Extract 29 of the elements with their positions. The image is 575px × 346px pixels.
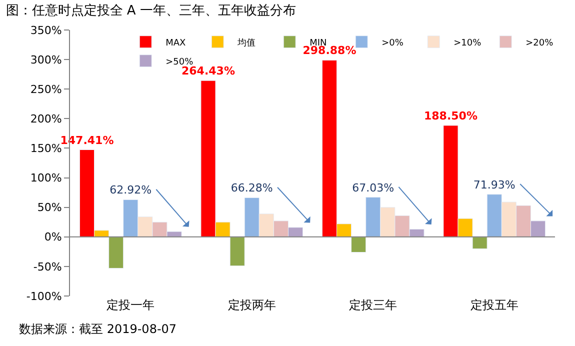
data-label: 62.92% [110, 184, 152, 197]
data-label: 67.03% [352, 181, 394, 194]
legend-label: >0% [382, 38, 404, 48]
y-tick-label: -100% [26, 290, 62, 303]
source-note: 数据来源：截至 2019-08-07 [19, 322, 177, 336]
legend-label: 均值 [236, 37, 256, 48]
y-tick-label: 100% [30, 172, 62, 185]
data-label: 264.43% [181, 64, 235, 78]
data-label: 188.50% [424, 109, 478, 122]
data-label: 147.41% [60, 134, 114, 147]
legend-label: >50% [166, 57, 194, 68]
y-tick-label: 0% [44, 230, 62, 244]
legend-label: >20% [526, 38, 554, 48]
legend-label: >10% [454, 38, 482, 48]
y-tick-label: 150% [30, 142, 62, 156]
x-tick-label: 定投五年 [470, 298, 518, 312]
x-tick-label: 定投一年 [106, 298, 155, 312]
y-tick-label: -50% [33, 260, 62, 274]
y-tick-label: 50% [37, 201, 62, 214]
y-tick-label: 350% [30, 24, 62, 37]
y-tick-label: 300% [30, 53, 62, 66]
legend-label: MAX [166, 38, 186, 48]
x-tick-label: 定投三年 [349, 298, 398, 312]
data-label: 66.28% [230, 182, 273, 195]
y-tick-label: 200% [30, 112, 62, 126]
data-label: 71.93% [473, 178, 516, 192]
y-tick-label: 250% [30, 82, 62, 96]
x-tick-label: 定投两年 [228, 298, 276, 312]
chart-title: 图：任意时点定投全 A 一年、三年、五年收益分布 [6, 3, 296, 18]
